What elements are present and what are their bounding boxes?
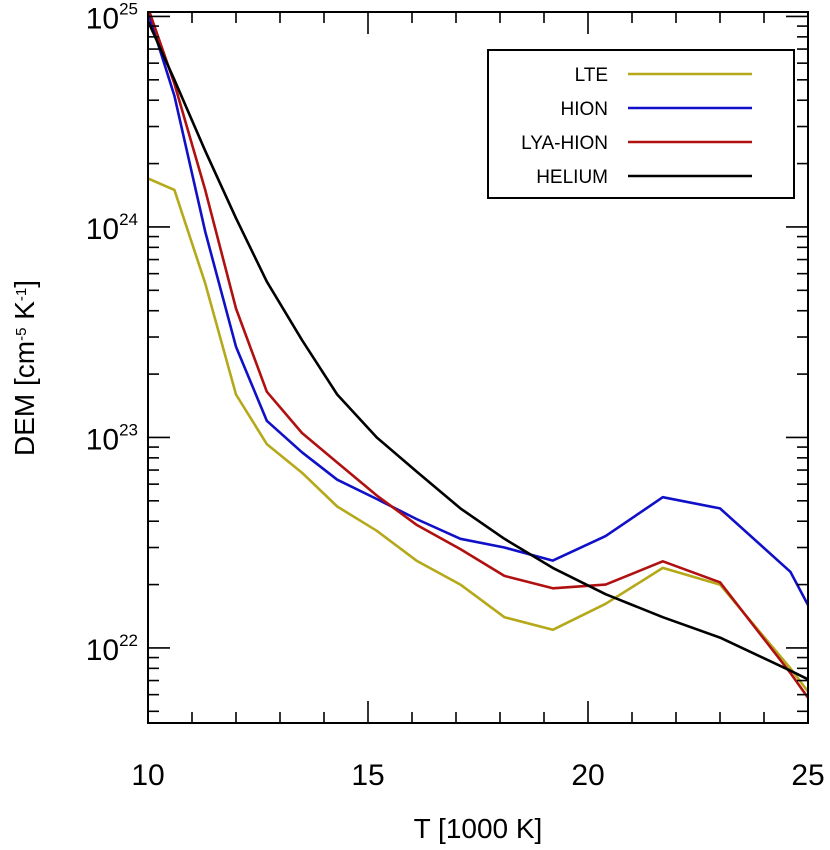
y-tick-label: 1023 (86, 420, 138, 456)
y-axis-label-suffix: ] (9, 280, 40, 288)
legend: LTE HION LYA-HION HELIUM (487, 49, 795, 199)
y-tick-labels: 1022 1023 1024 1025 (86, 0, 138, 667)
y-axis-label: DEM [cm-5 K-1] (9, 280, 40, 456)
legend-entries: LTE HION LYA-HION HELIUM (521, 65, 752, 188)
x-axis-label: T [1000 K] (414, 813, 543, 844)
x-tick-labels: 10 15 20 25 (131, 759, 824, 792)
y-axis-label-exp1: -5 (13, 328, 30, 341)
y-axis-label-exp2: -1 (13, 288, 30, 301)
y-tick-label: 1022 (86, 631, 138, 667)
x-tick-label: 25 (791, 759, 824, 792)
series-line-helium (148, 20, 808, 681)
series-line-hion (148, 12, 808, 606)
x-tick-label: 10 (131, 759, 164, 792)
y-axis-label-mid: K (9, 301, 40, 328)
tick-layer (147, 12, 809, 723)
y-tick-label: 1024 (86, 210, 138, 246)
series-line-lte (148, 177, 808, 693)
legend-label-hion: HION (561, 99, 609, 120)
x-tick-label: 20 (571, 759, 604, 792)
legend-label-lte: LTE (575, 65, 608, 86)
series-line-lya-hion (148, 12, 808, 699)
y-tick-label: 1025 (86, 0, 138, 35)
legend-label-helium: HELIUM (536, 167, 608, 188)
x-tick-label: 15 (351, 759, 384, 792)
plot-frame (147, 11, 809, 724)
y-axis-label-prefix: DEM [cm (9, 341, 40, 456)
legend-label-lya-hion: LYA-HION (521, 133, 608, 154)
series-layer (148, 12, 808, 699)
